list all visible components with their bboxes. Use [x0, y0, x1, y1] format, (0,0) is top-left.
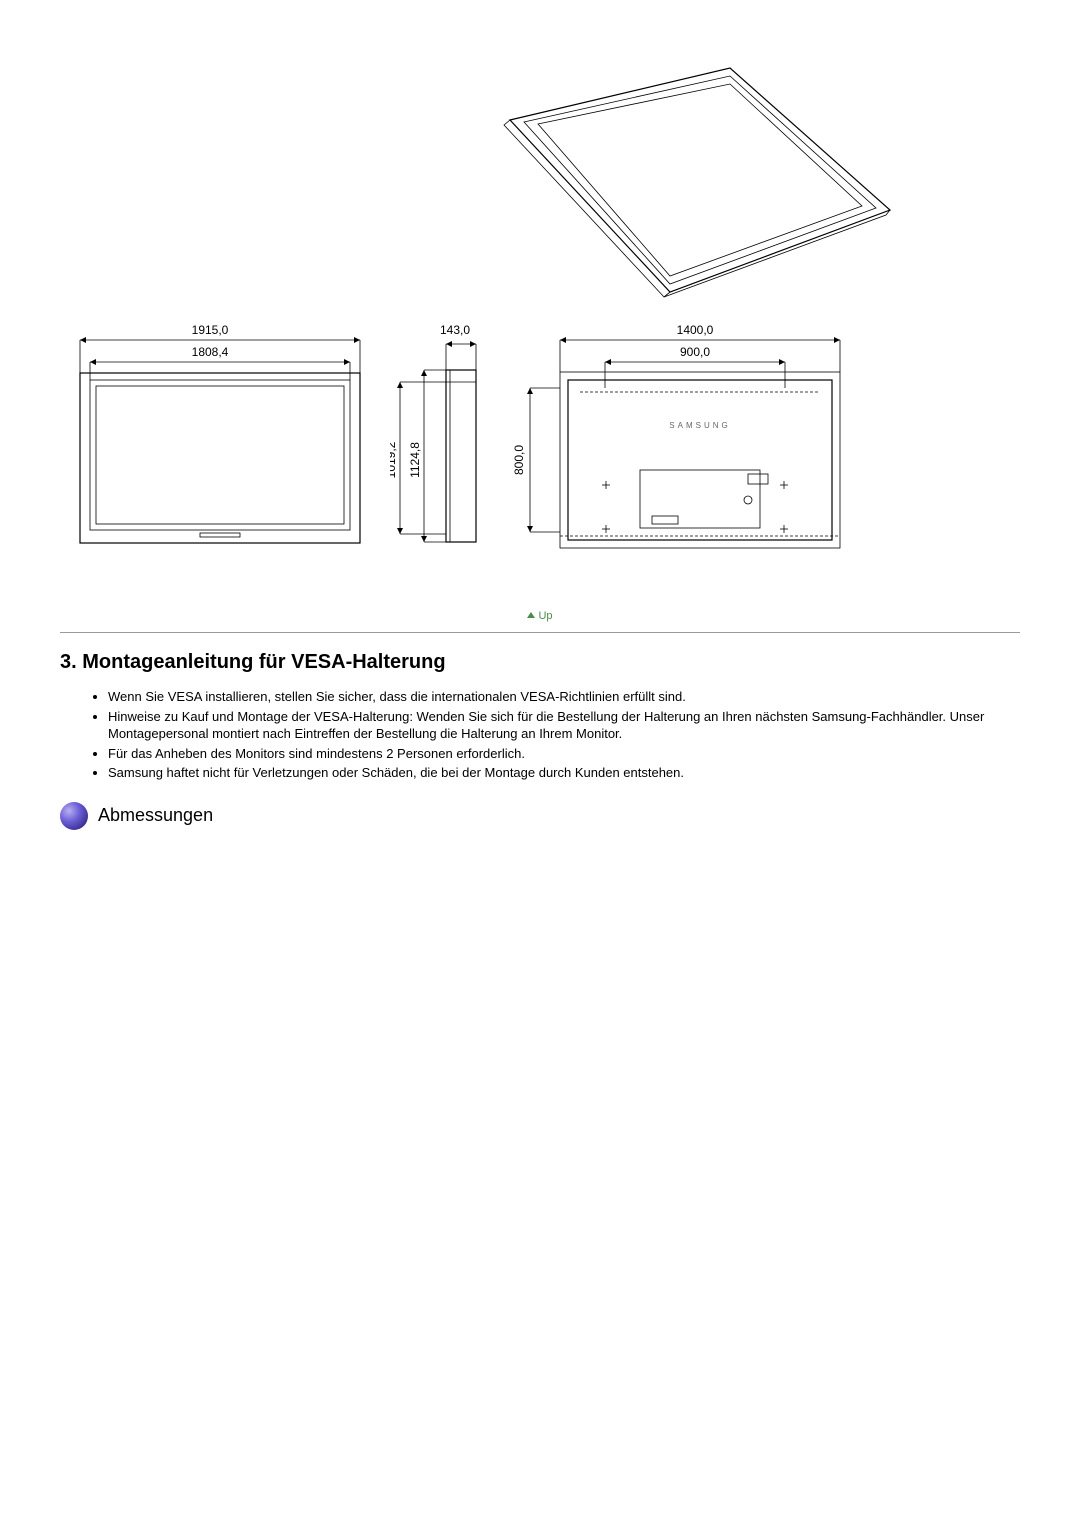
up-triangle-icon	[527, 612, 535, 618]
monitor-rear-view: 1400,0 900,0 800,0	[510, 320, 850, 580]
subsection-header: Abmessungen	[60, 802, 1020, 830]
section-title: 3. Montageanleitung für VESA-Halterung	[60, 651, 1020, 674]
dim-side-depth: 143,0	[440, 323, 470, 337]
dim-rear-height: 800,0	[512, 445, 526, 475]
instruction-item: Wenn Sie VESA installieren, stellen Sie …	[108, 688, 1020, 706]
dim-side-h1: 1019,2	[390, 441, 398, 478]
instruction-item: Hinweise zu Kauf und Montage der VESA-Ha…	[108, 708, 1020, 743]
dim-side-h2: 1124,8	[408, 442, 422, 478]
up-link-text: Up	[538, 610, 552, 622]
dim-rear-inner-width: 900,0	[680, 345, 710, 359]
dim-rear-outer-width: 1400,0	[677, 323, 714, 337]
up-link[interactable]: Up	[60, 610, 1020, 622]
instruction-list: Wenn Sie VESA installieren, stellen Sie …	[60, 688, 1020, 782]
instruction-item: Für das Anheben des Monitors sind mindes…	[108, 745, 1020, 763]
dim-front-inner-width: 1808,4	[192, 345, 229, 359]
dim-front-outer-width: 1915,0	[192, 323, 229, 337]
subsection-title: Abmessungen	[98, 805, 213, 826]
sphere-bullet-icon	[60, 802, 88, 830]
monitor-side-view: 143,0 1019,2	[390, 320, 510, 580]
section-divider	[60, 632, 1020, 633]
monitor-oblique-view	[490, 60, 910, 320]
monitor-front-view: 1915,0 1808,4	[60, 320, 390, 580]
technical-diagram: 1915,0 1808,4	[60, 60, 1020, 580]
instruction-item: Samsung haftet nicht für Verletzungen od…	[108, 764, 1020, 782]
brand-label: SAMSUNG	[669, 421, 730, 430]
